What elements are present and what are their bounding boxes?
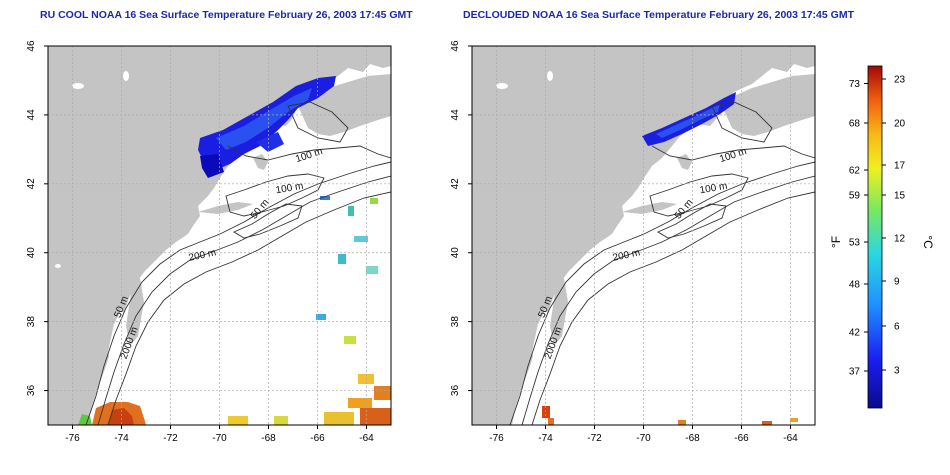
lat-tick-label: 44 xyxy=(450,109,461,121)
lat-tick-label: 36 xyxy=(26,385,37,397)
f-tick-label: 68 xyxy=(849,119,861,130)
c-tick-label: 15 xyxy=(894,191,906,202)
c-tick-label: 17 xyxy=(894,161,906,172)
lon-tick-label: -68 xyxy=(261,433,276,444)
fahrenheit-label: °F xyxy=(829,236,843,248)
bathymetry-contours xyxy=(509,101,815,425)
lon-tick-label: -72 xyxy=(163,433,178,444)
bathymetry-contours xyxy=(85,101,391,425)
sst-scatter-offshore xyxy=(228,196,391,425)
lat-tick-label: 36 xyxy=(450,385,461,397)
left-panel-title: RU COOL NOAA 16 Sea Surface Temperature … xyxy=(40,9,413,21)
contour-label: 100 m xyxy=(699,181,728,197)
lat-tick-label: 40 xyxy=(450,247,461,259)
contour-label: 100 m xyxy=(275,181,304,197)
lat-tick-label: 38 xyxy=(450,316,461,328)
lon-tick-label: -76 xyxy=(65,433,80,444)
lon-tick-label: -76 xyxy=(489,433,504,444)
f-tick-label: 48 xyxy=(849,280,861,291)
lon-tick-label: -74 xyxy=(114,433,129,444)
f-tick-label: 62 xyxy=(849,166,861,177)
land-long-island xyxy=(622,202,677,214)
c-tick-label: 9 xyxy=(894,277,900,288)
lakes xyxy=(55,71,129,268)
longitude-axis: -76 -74 -72 -70 -68 -66 -64 xyxy=(489,425,798,444)
lat-tick-label: 46 xyxy=(450,40,461,52)
c-tick-label: 3 xyxy=(894,366,900,377)
lon-tick-label: -64 xyxy=(359,433,374,444)
land-mass xyxy=(48,46,391,425)
f-tick-label: 73 xyxy=(849,79,861,90)
c-tick-label: 20 xyxy=(894,119,906,130)
right-panel-title: DECLOUDED NOAA 16 Sea Surface Temperatur… xyxy=(463,9,854,21)
lon-tick-label: -66 xyxy=(310,433,325,444)
lat-tick-label: 42 xyxy=(450,178,461,190)
lat-tick-label: 38 xyxy=(26,316,37,328)
f-tick-label: 37 xyxy=(849,367,861,378)
lat-tick-label: 40 xyxy=(26,247,37,259)
c-tick-label: 6 xyxy=(894,322,900,333)
f-tick-label: 59 xyxy=(849,191,861,202)
c-tick-label: 23 xyxy=(894,75,906,86)
f-tick-label: 53 xyxy=(849,238,861,249)
lat-tick-label: 46 xyxy=(26,40,37,52)
sst-warm-patch xyxy=(542,406,798,425)
temperature-colorbar: 73 68 62 59 53 48 42 37 23 20 17 15 12 9 6 3 °F °C xyxy=(829,65,935,409)
c-tick-label: 12 xyxy=(894,234,906,245)
fahrenheit-ticks: 73 68 62 59 53 48 42 37 xyxy=(849,79,868,378)
lon-tick-label: -68 xyxy=(685,433,700,444)
lon-tick-label: -66 xyxy=(734,433,749,444)
lon-tick-label: -70 xyxy=(636,433,651,444)
celsius-label: °C xyxy=(921,235,935,249)
lat-tick-label: 44 xyxy=(26,109,37,121)
lon-tick-label: -72 xyxy=(587,433,602,444)
lon-tick-label: -74 xyxy=(538,433,553,444)
sst-warm-patch xyxy=(78,402,146,425)
land-mass xyxy=(472,46,815,425)
celsius-ticks: 23 20 17 15 12 9 6 3 xyxy=(882,75,906,377)
sst-cold-patch xyxy=(198,76,336,178)
lakes xyxy=(496,71,553,89)
colorbar-scale xyxy=(867,65,883,409)
latitude-axis: 36 38 40 42 44 46 xyxy=(26,40,48,396)
lon-tick-label: -70 xyxy=(212,433,227,444)
land-nova-scotia xyxy=(298,74,391,136)
f-tick-label: 42 xyxy=(849,328,861,339)
lat-tick-label: 42 xyxy=(26,178,37,190)
latitude-axis: 36 38 40 42 44 46 xyxy=(450,40,472,396)
longitude-axis: -76 -74 -72 -70 -68 -66 -64 xyxy=(65,425,374,444)
land-nova-scotia xyxy=(722,74,815,136)
land-long-island xyxy=(198,202,253,214)
lon-tick-label: -64 xyxy=(783,433,798,444)
